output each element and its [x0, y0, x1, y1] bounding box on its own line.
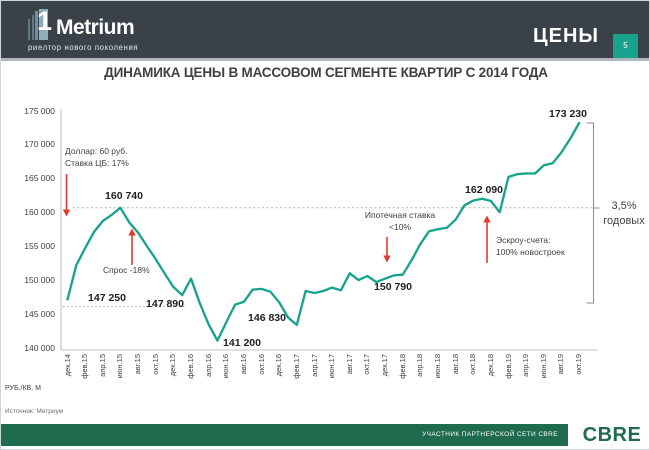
annotation-mortgage: Ипотечная ставка <10%: [350, 209, 450, 233]
x-axis-tick-label: авг.19: [556, 354, 566, 375]
escrow-arrowhead: [483, 215, 491, 223]
x-axis-tick-label: дек.15: [168, 354, 178, 377]
cbre-logo: CBRE: [582, 424, 642, 446]
partner-banner: УЧАСТНИК ПАРТНЕРСКОЙ СЕТИ CBRE: [1, 424, 568, 446]
y-axis-tick-label: 145 000: [24, 309, 55, 320]
y-axis-tick-label: 165 000: [24, 173, 55, 184]
x-axis-tick-label: июн.19: [538, 354, 548, 379]
x-axis-tick-label: дек.16: [274, 354, 284, 377]
x-axis-tick-label: авг.17: [344, 354, 354, 375]
page-number-badge: 5: [613, 34, 638, 58]
x-axis-tick-label: авг.16: [238, 354, 248, 375]
x-axis-tick-label: авг.18: [450, 354, 460, 375]
x-axis-tick-label: окт.15: [150, 354, 160, 375]
x-axis-tick-label: апр.18: [415, 354, 425, 377]
annotation-dollar-line1: Доллар: 60 руб.: [65, 146, 128, 156]
y-axis-tick-label: 175 000: [24, 105, 55, 116]
annotation-escrow: Эскроу-счета: 100% новостроек: [496, 235, 565, 258]
x-axis-tick-label: апр.15: [97, 354, 107, 377]
logo-digit: 1: [37, 6, 53, 36]
metrium-logo-mark: 1: [28, 6, 58, 41]
x-axis-tick-label: окт.19: [574, 354, 584, 375]
value-label-dec14: 147 250: [88, 292, 126, 304]
section-title: ЦЕНЫ: [533, 25, 599, 47]
annotation-escrow-line2: 100% новостроек: [496, 246, 565, 257]
y-axis-tick-label: 170 000: [24, 139, 55, 150]
annotation-mortgage-line2: <10%: [389, 222, 411, 232]
x-axis-tick-label: дек.14: [62, 354, 72, 377]
x-axis-tick-label: фев.16: [186, 354, 195, 379]
header-divider: [1, 58, 649, 61]
y-axis-tick-label: 160 000: [24, 207, 55, 218]
x-axis-tick-label: июн.15: [115, 354, 125, 379]
y-axis-tick-label: 155 000: [24, 241, 55, 252]
x-axis-tick-label: авг.15: [133, 354, 143, 375]
x-axis-tick-label: дек.17: [380, 354, 389, 377]
x-axis-tick-label: июн.16: [221, 354, 231, 379]
x-axis-tick-label: окт.16: [256, 354, 266, 375]
annotation-demand: Спрос -18%: [103, 265, 150, 275]
brand-tagline: риелтор нового поколения: [28, 43, 139, 52]
demand-arrowhead: [128, 228, 136, 236]
value-label-oct19: 173 230: [549, 108, 587, 120]
x-axis-tick-label: июн.18: [432, 354, 442, 379]
value-label-jun15: 160 740: [105, 190, 143, 202]
value-label-jan16: 147 890: [146, 298, 184, 310]
logo-bar: [28, 19, 30, 40]
page-title: ДИНАМИКА ЦЕНЫ В МАССОВОМ СЕГМЕНТЕ КВАРТИ…: [104, 65, 548, 80]
y-axis-units: РУБ./КВ. М: [5, 385, 41, 392]
x-axis-tick-label: дек.18: [485, 354, 495, 377]
x-axis-tick-label: фев.18: [397, 354, 407, 379]
logo-bar: [35, 11, 38, 40]
y-axis-tick-label: 140 000: [24, 343, 55, 354]
x-axis-tick-label: апр.17: [309, 354, 319, 377]
value-label-may16: 141 200: [223, 337, 261, 349]
annotation-growth-rate: 3,5% годовых: [597, 199, 649, 229]
dollar-arrowhead: [62, 209, 71, 217]
annotation-growth-line2: годовых: [603, 215, 645, 227]
x-axis-tick-label: фев.15: [80, 354, 90, 379]
x-axis-tick-label: фев.17: [291, 354, 301, 379]
brand-name: Metrium: [56, 16, 135, 39]
x-axis-tick-label: июн.17: [327, 354, 337, 379]
annotation-dollar: Доллар: 60 руб. Ставка ЦБ: 17%: [65, 145, 129, 169]
annotation-escrow-line1: Эскроу-счета:: [496, 235, 551, 245]
logo-bar: [31, 15, 34, 40]
x-axis-tick-label: апр.16: [203, 354, 213, 377]
annotation-mortgage-line1: Ипотечная ставка: [364, 210, 436, 220]
y-axis-tick-label: 150 000: [24, 275, 55, 286]
header-bar: 1 Metrium риелтор нового поколения ЦЕНЫ …: [1, 1, 649, 58]
x-axis-tick-label: окт.18: [468, 354, 478, 375]
x-axis-tick-label: фев.19: [503, 354, 513, 379]
logo-bar: [39, 9, 48, 40]
value-label-jan18: 150 790: [374, 281, 412, 293]
mortgage-arrowhead: [383, 255, 391, 263]
x-axis-tick-label: окт.17: [362, 354, 372, 375]
source-note: Источник: Метриум: [5, 408, 64, 415]
annotation-growth-line1: 3,5%: [611, 200, 637, 212]
value-label-dec16: 146 830: [248, 312, 286, 324]
value-label-nov18: 162 090: [465, 184, 503, 196]
x-axis-tick-label: апр.19: [521, 354, 531, 377]
annotation-dollar-line2: Ставка ЦБ: 17%: [65, 158, 129, 168]
